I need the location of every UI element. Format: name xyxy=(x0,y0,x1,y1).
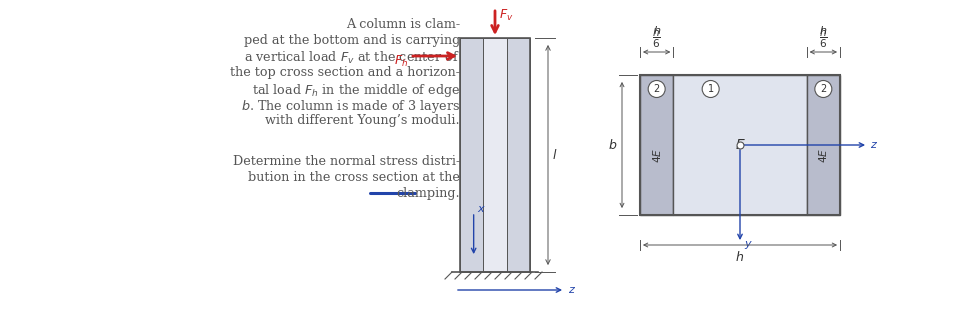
Text: $h$: $h$ xyxy=(653,24,661,36)
Text: 2: 2 xyxy=(820,84,826,94)
Bar xyxy=(507,38,530,272)
Bar xyxy=(484,38,507,272)
Text: $F_h$: $F_h$ xyxy=(394,54,408,69)
Text: $x$: $x$ xyxy=(477,204,486,214)
Circle shape xyxy=(702,80,720,97)
Text: $\dfrac{h}{6}$: $\dfrac{h}{6}$ xyxy=(653,27,661,50)
Text: clamping.: clamping. xyxy=(396,187,460,200)
Text: $b$. The column is made of 3 layers: $b$. The column is made of 3 layers xyxy=(241,98,460,115)
Text: $\dfrac{h}{6}$: $\dfrac{h}{6}$ xyxy=(819,27,827,50)
Text: $F_v$: $F_v$ xyxy=(499,8,514,23)
Text: the top cross section and a horizon-: the top cross section and a horizon- xyxy=(230,66,460,79)
Bar xyxy=(640,75,673,215)
Text: 2: 2 xyxy=(653,84,659,94)
Bar xyxy=(807,75,840,215)
Circle shape xyxy=(815,80,832,97)
Text: $z$: $z$ xyxy=(568,285,576,295)
Text: $h$: $h$ xyxy=(735,250,745,264)
Text: $h$: $h$ xyxy=(820,24,827,36)
Text: tal load $F_h$ in the middle of edge: tal load $F_h$ in the middle of edge xyxy=(251,82,460,99)
Bar xyxy=(460,38,484,272)
Text: bution in the cross section at the: bution in the cross section at the xyxy=(249,171,460,184)
Text: $E$: $E$ xyxy=(735,138,746,152)
Bar xyxy=(673,75,807,215)
Text: a vertical load $F_v$ at the center of: a vertical load $F_v$ at the center of xyxy=(245,50,460,66)
Text: $4E$: $4E$ xyxy=(651,148,662,163)
Text: ped at the bottom and is carrying: ped at the bottom and is carrying xyxy=(244,34,460,47)
Text: with different Young’s moduli.: with different Young’s moduli. xyxy=(265,114,460,127)
Circle shape xyxy=(649,80,665,97)
Text: $l$: $l$ xyxy=(552,148,557,162)
Text: Determine the normal stress distri-: Determine the normal stress distri- xyxy=(233,155,460,168)
Text: $y$: $y$ xyxy=(744,239,753,251)
Bar xyxy=(460,38,530,272)
Text: $b$: $b$ xyxy=(608,138,617,152)
Text: 1: 1 xyxy=(708,84,714,94)
Text: A column is clam-: A column is clam- xyxy=(346,18,460,31)
Bar xyxy=(640,75,840,215)
Text: $4E$: $4E$ xyxy=(818,148,829,163)
Text: $z$: $z$ xyxy=(870,140,878,150)
